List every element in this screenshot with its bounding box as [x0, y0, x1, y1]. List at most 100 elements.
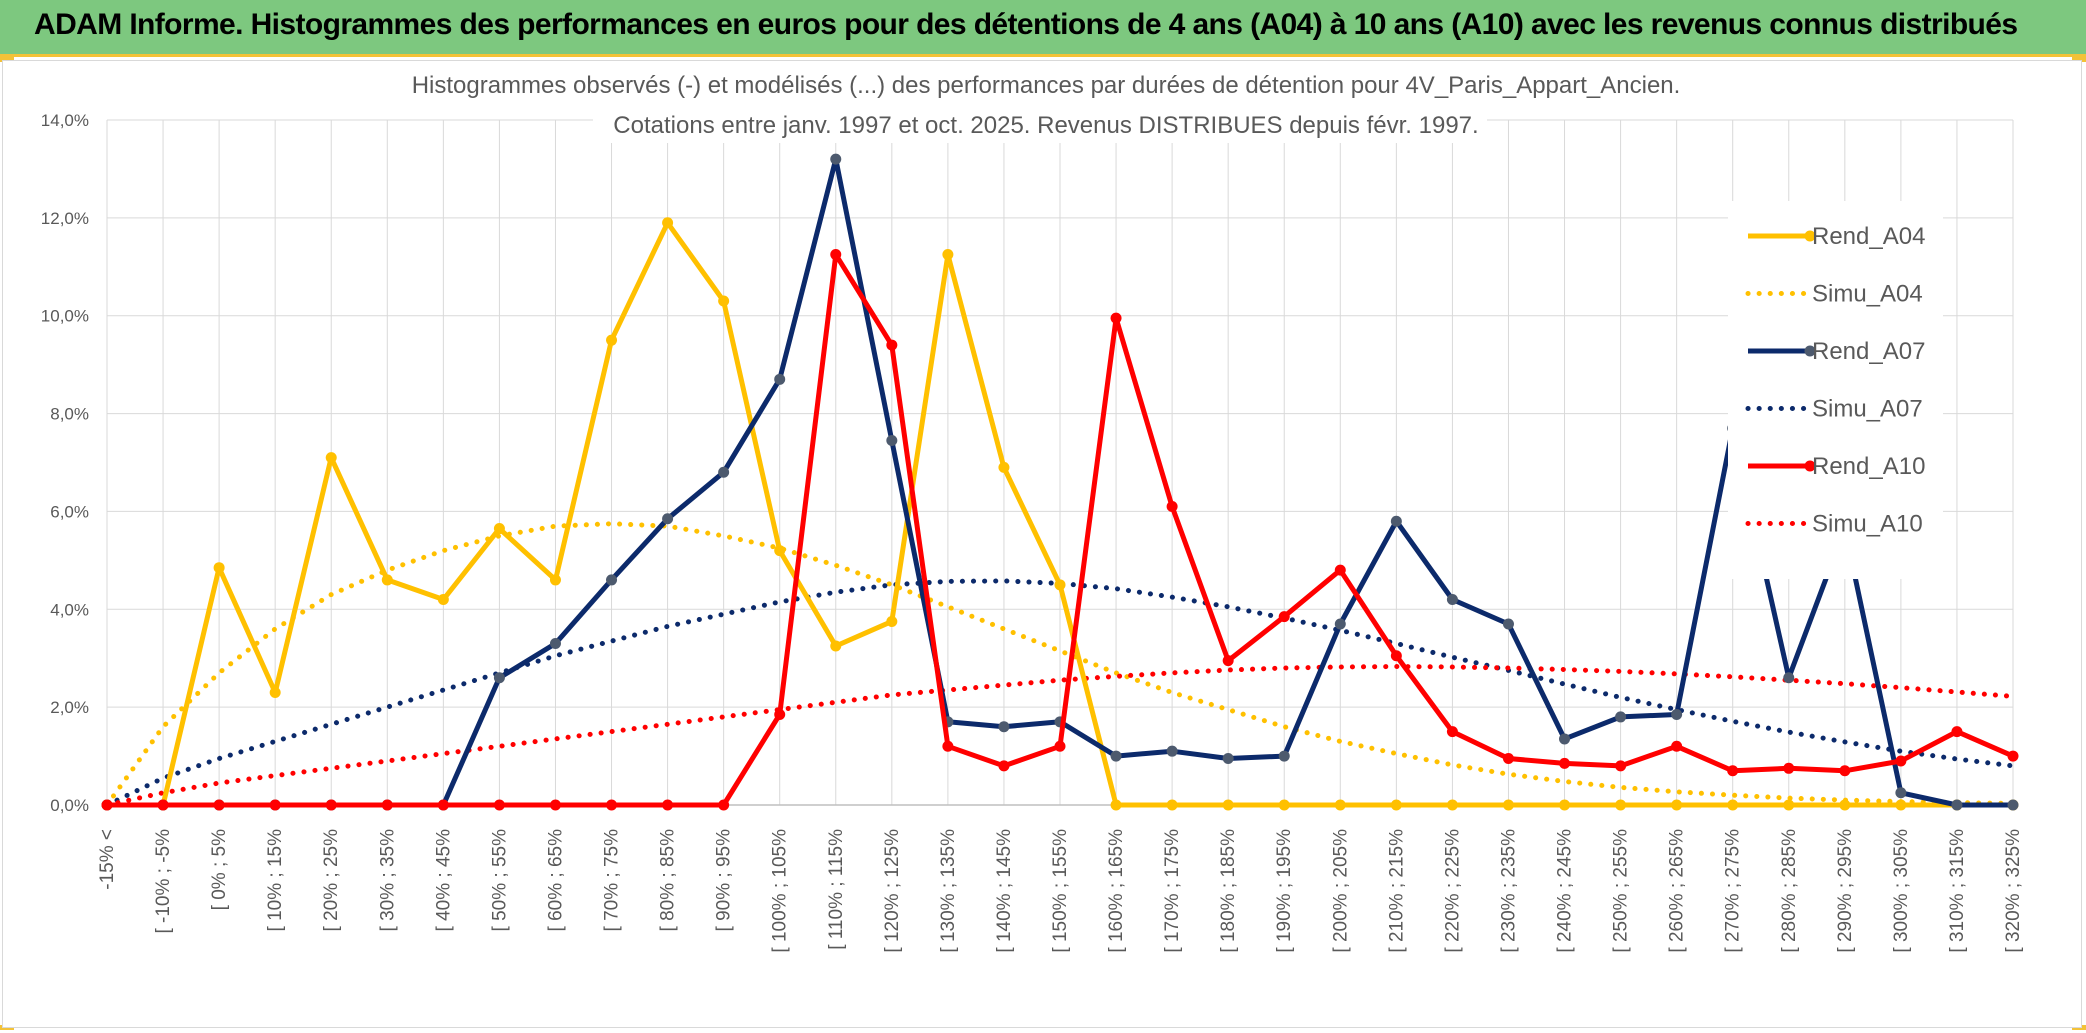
x-tick-label: [ 240% ; 245% — [1555, 829, 1576, 953]
x-tick-label: [ 150% ; 155% — [1050, 829, 1071, 953]
data-point — [998, 721, 1010, 733]
x-tick-label: [ 300% ; 305% — [1891, 829, 1912, 953]
data-point — [1222, 655, 1234, 667]
data-point — [1502, 799, 1514, 811]
data-point — [1783, 672, 1795, 684]
data-point — [549, 574, 561, 586]
corner-accent-left — [0, 57, 14, 62]
title-backing — [365, 67, 1707, 103]
data-point — [1615, 760, 1627, 772]
legend-label: Simu_A10 — [1812, 511, 1923, 538]
data-point — [886, 616, 898, 628]
series-simu-a04 — [104, 521, 2016, 808]
legend-item: Rend_A04 — [1748, 223, 1925, 250]
x-tick-label: [ 80% ; 85% — [658, 829, 679, 932]
data-point — [2007, 750, 2019, 762]
data-point — [606, 574, 618, 586]
x-tick-label: [ 270% ; 275% — [1723, 829, 1744, 953]
data-point — [549, 799, 561, 811]
x-tick-label: [ 290% ; 295% — [1835, 829, 1856, 953]
y-tick-label: 6,0% — [50, 502, 89, 521]
data-point — [1895, 755, 1907, 767]
x-tick-label: [ 100% ; 105% — [770, 829, 791, 953]
data-point — [1727, 799, 1739, 811]
legend-label: Rend_A10 — [1812, 453, 1925, 480]
legend-label: Simu_A07 — [1812, 396, 1923, 423]
x-tick-label: [ 60% ; 65% — [545, 829, 566, 932]
data-point — [213, 799, 225, 811]
data-point — [1446, 594, 1458, 605]
data-point — [830, 249, 842, 261]
data-point — [1615, 799, 1627, 811]
data-point — [606, 799, 618, 811]
data-point — [213, 562, 225, 574]
legend-item: Simu_A10 — [1745, 511, 1923, 538]
data-point — [774, 373, 786, 385]
data-point — [1390, 515, 1402, 527]
data-point — [606, 334, 618, 346]
data-point — [942, 740, 954, 752]
data-point — [1222, 753, 1234, 765]
data-point — [1559, 757, 1571, 769]
x-tick-label: [ 160% ; 165% — [1106, 829, 1127, 953]
data-point — [1615, 711, 1627, 723]
data-point — [1671, 740, 1683, 752]
data-point — [718, 466, 730, 478]
y-tick-label: 4,0% — [50, 600, 89, 619]
x-tick-label: [ 280% ; 285% — [1779, 829, 1800, 953]
data-point — [1895, 787, 1907, 799]
data-point — [1446, 726, 1458, 738]
data-point — [1895, 799, 1907, 811]
x-tick-label: [ 250% ; 255% — [1611, 829, 1632, 953]
legend-marker — [1804, 345, 1816, 357]
legend-marker — [1804, 460, 1816, 472]
data-point — [1166, 501, 1178, 513]
data-point — [1278, 750, 1290, 762]
data-point — [718, 799, 730, 811]
x-tick-label: [ 140% ; 145% — [994, 829, 1015, 953]
x-tick-label: [ 180% ; 185% — [1218, 829, 1239, 953]
legend-backing — [1728, 201, 1943, 579]
data-point — [157, 799, 169, 811]
data-point — [942, 249, 954, 261]
x-tick-label: [ 90% ; 95% — [714, 829, 735, 932]
legend-item: Rend_A10 — [1748, 453, 1925, 480]
data-point — [1783, 799, 1795, 811]
data-point — [1278, 799, 1290, 811]
x-tick-label: [ 10% ; 15% — [265, 829, 286, 932]
data-point — [1559, 799, 1571, 811]
data-point — [1446, 799, 1458, 811]
x-tick-label: [ 200% ; 205% — [1330, 829, 1351, 953]
series-rend-a10 — [101, 249, 2019, 811]
data-point — [1390, 799, 1402, 811]
data-point — [1671, 708, 1683, 720]
data-point — [1166, 745, 1178, 757]
data-point — [774, 545, 786, 557]
data-point — [1502, 618, 1514, 630]
x-tick-label: [ -10% ; -5% — [153, 829, 174, 934]
y-tick-label: 2,0% — [50, 698, 89, 717]
x-tick-label: [ 70% ; 75% — [602, 829, 623, 932]
data-point — [437, 799, 449, 811]
data-point — [493, 523, 505, 535]
y-tick-label: 14,0% — [41, 111, 89, 130]
data-point — [830, 153, 842, 165]
y-tick-label: 12,0% — [41, 209, 89, 228]
x-tick-label: [ 130% ; 135% — [938, 829, 959, 953]
data-point — [101, 799, 113, 811]
x-tick-label: -15% < — [97, 829, 118, 890]
data-point — [1671, 799, 1683, 811]
data-point — [662, 799, 674, 811]
legend-item: Simu_A04 — [1745, 281, 1923, 308]
x-tick-label: [ 320% ; 325% — [2003, 829, 2024, 953]
title-banner: ADAM Informe. Histogrammes des performan… — [0, 0, 2086, 57]
data-point — [662, 217, 674, 229]
data-point — [1783, 762, 1795, 774]
legend: Rend_A04 Simu_A04 Rend_A07 Simu_A07 Rend_A10… — [1728, 201, 1943, 579]
chart-title-line: Cotations entre janv. 1997 et oct. 2025.… — [613, 112, 1478, 139]
data-point — [774, 708, 786, 720]
legend-item: Simu_A07 — [1745, 396, 1923, 423]
data-point — [1334, 564, 1346, 576]
data-point — [1951, 726, 1963, 738]
data-point — [549, 638, 561, 650]
